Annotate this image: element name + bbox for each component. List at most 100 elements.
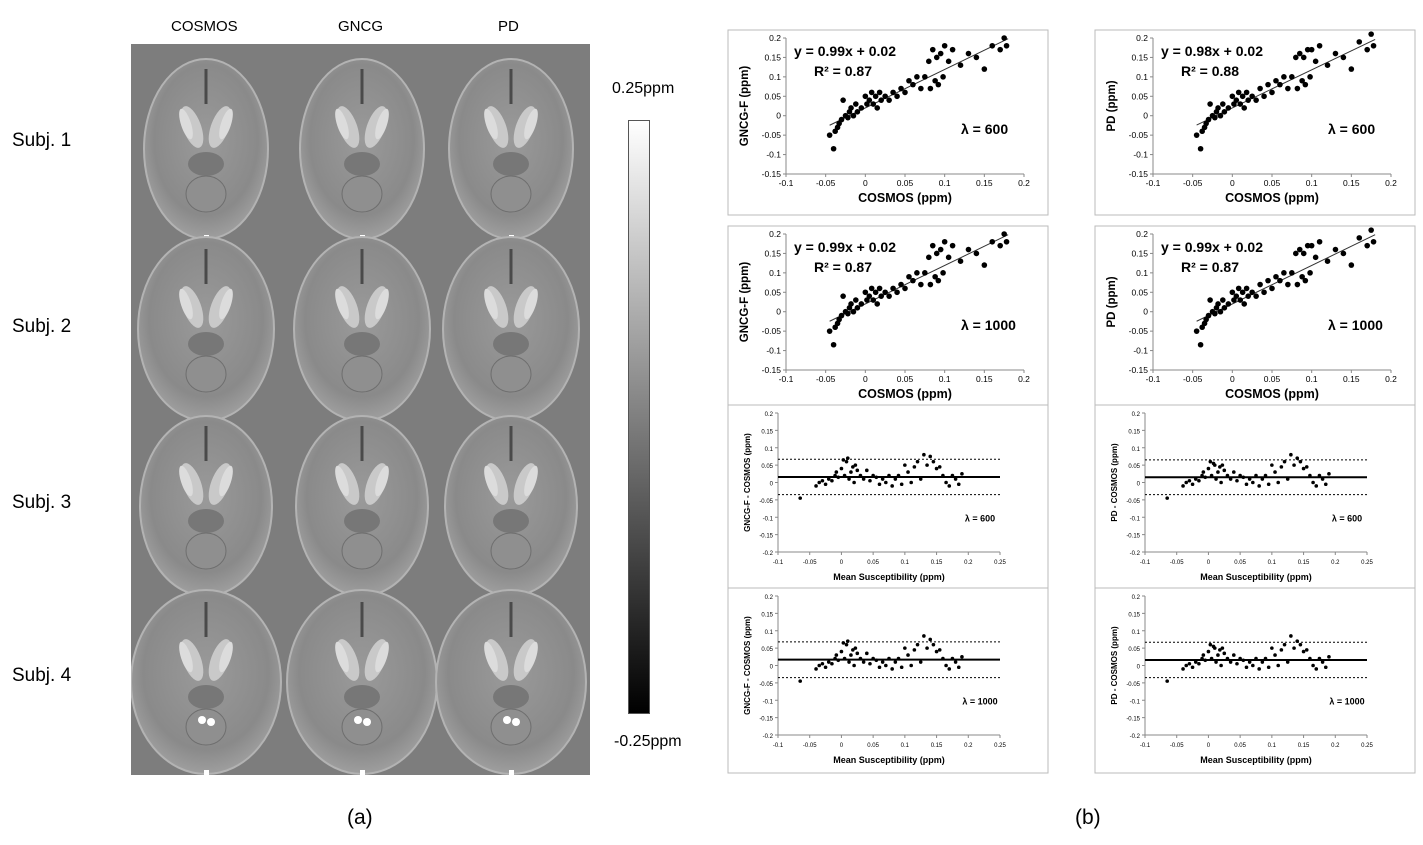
y-tick-label: -0.15 [762, 169, 782, 179]
data-point [865, 468, 869, 473]
data-point [922, 634, 926, 638]
putamen-right [375, 641, 389, 673]
data-point [1279, 465, 1284, 469]
data-point [1165, 496, 1169, 500]
data-point [874, 105, 881, 111]
ventricle [493, 152, 529, 176]
data-point [918, 477, 923, 481]
y-tick-label: -0.15 [1126, 534, 1140, 540]
bright-spot [512, 718, 520, 726]
plot-border [727, 404, 1049, 591]
data-point [1235, 285, 1242, 292]
data-point [1001, 35, 1007, 41]
midbrain [490, 355, 532, 393]
brain-slice [293, 236, 431, 422]
x-tick-label: 0.15 [1298, 743, 1310, 749]
y-tick-label: -0.15 [1129, 365, 1149, 375]
x-tick-label: -0.05 [1170, 560, 1184, 566]
data-point [1307, 74, 1313, 80]
data-point [1270, 463, 1274, 467]
data-point [1261, 93, 1267, 100]
y-axis-label: PD - COSMOS (ppm) [1110, 443, 1119, 522]
data-point [823, 482, 828, 487]
y-tick-label: -0.1 [763, 699, 774, 705]
x-tick-label: -0.1 [773, 743, 784, 749]
data-point [944, 480, 948, 485]
lambda-annotation: λ = 1000 [962, 696, 997, 706]
data-point [909, 480, 913, 485]
bright-spot [198, 716, 206, 724]
data-point [1257, 484, 1261, 488]
x-tick-label: 0.05 [897, 374, 914, 384]
data-point [945, 58, 952, 65]
putamen-left [335, 641, 349, 673]
data-point [871, 473, 875, 478]
data-point [1190, 482, 1195, 487]
x-tick-label: 0.2 [964, 560, 973, 566]
data-point [844, 459, 849, 464]
data-point [1299, 77, 1305, 84]
data-point [1289, 452, 1293, 457]
data-point [1233, 293, 1240, 299]
data-point [1301, 466, 1306, 471]
ventricle [344, 509, 380, 533]
data-point [1370, 42, 1377, 49]
data-point [1307, 270, 1313, 276]
data-point [858, 105, 865, 111]
data-point [1324, 258, 1331, 264]
r-squared: R² = 0.87 [814, 63, 872, 79]
y-tick-label: 0.1 [765, 630, 774, 636]
data-point [847, 477, 851, 481]
data-point [1003, 238, 1010, 245]
data-point [1219, 663, 1223, 668]
data-point [926, 254, 932, 261]
data-point [855, 651, 860, 656]
y-tick-label: 0.1 [1136, 268, 1148, 278]
x-tick-label: 0.15 [931, 743, 943, 749]
data-point [933, 250, 940, 257]
data-point [845, 456, 850, 460]
data-point [932, 273, 938, 280]
y-tick-label: 0 [770, 482, 774, 488]
data-point [1215, 105, 1221, 111]
data-point [1190, 665, 1195, 670]
data-point [1228, 660, 1233, 664]
y-tick-label: 0.15 [1131, 52, 1148, 62]
data-point [937, 246, 944, 253]
data-point [872, 289, 879, 296]
x-tick-label: 0.05 [867, 743, 879, 749]
ventricle [493, 332, 529, 356]
data-point [1282, 642, 1287, 647]
data-point [882, 93, 888, 100]
data-point [882, 289, 888, 296]
y-tick-label: 0.1 [1132, 630, 1141, 636]
data-point [1289, 270, 1295, 276]
data-point [918, 660, 923, 664]
x-tick-label: 0.05 [1234, 560, 1246, 566]
data-point [899, 482, 904, 487]
data-point [1197, 341, 1204, 348]
data-point [1228, 477, 1233, 481]
data-point [1281, 270, 1287, 276]
x-tick-label: 0 [1230, 374, 1235, 384]
data-point [941, 656, 945, 661]
data-point [1320, 660, 1325, 664]
data-point [1184, 663, 1189, 668]
data-point [1245, 293, 1251, 299]
y-tick-label: -0.1 [763, 516, 774, 522]
data-point [1197, 661, 1201, 666]
bland-altman-pd-1000: -0.2 -0.15 -0.1 -0.05 0 0.05 0.1 0.15 0.2 -0.1 -0.… [1094, 587, 1416, 774]
data-point [1217, 112, 1224, 119]
data-point [886, 97, 892, 103]
data-point [820, 661, 825, 666]
data-point [915, 642, 920, 647]
midbrain [341, 708, 383, 746]
data-point [845, 639, 850, 643]
data-point [1243, 285, 1250, 292]
putamen-left [484, 465, 498, 497]
x-tick-label: -0.1 [1146, 178, 1161, 188]
data-point [849, 653, 853, 657]
x-tick-label: -0.1 [1146, 374, 1161, 384]
plot-border [1094, 404, 1416, 591]
y-tick-label: 0.2 [1136, 229, 1148, 239]
